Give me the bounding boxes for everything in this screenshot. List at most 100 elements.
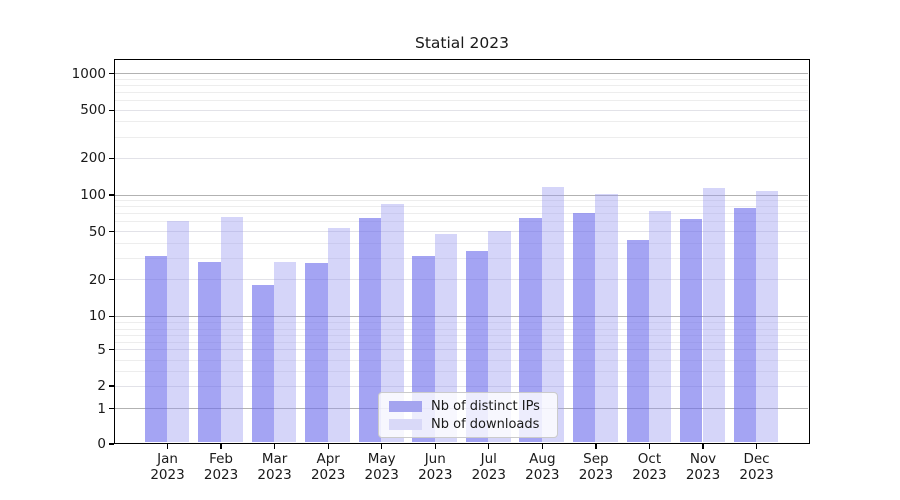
x-tick-label: Jul 2023 bbox=[444, 451, 534, 483]
gridline bbox=[115, 279, 808, 281]
legend-label: Nb of distinct IPs bbox=[431, 398, 540, 414]
gridline-major bbox=[115, 315, 808, 317]
bar-downloads bbox=[702, 187, 725, 442]
x-tick-year: 2023 bbox=[632, 467, 667, 483]
bar-distinct-ips bbox=[358, 218, 382, 442]
gridline-minor bbox=[115, 213, 808, 215]
gridline-minor bbox=[115, 200, 808, 202]
x-tick-label: Jun 2023 bbox=[390, 451, 480, 483]
x-tick-year: 2023 bbox=[203, 467, 239, 483]
bar-distinct-ips bbox=[626, 240, 649, 442]
x-tick-year: 2023 bbox=[525, 467, 560, 483]
gridline bbox=[115, 385, 808, 387]
bar-distinct-ips bbox=[733, 208, 757, 442]
x-tick-month: May bbox=[367, 451, 396, 467]
legend-label: Nb of downloads bbox=[431, 416, 540, 432]
gridline-minor bbox=[115, 242, 808, 244]
bar-downloads bbox=[381, 204, 404, 442]
x-tick-mark bbox=[702, 444, 704, 449]
y-tick-mark bbox=[109, 315, 114, 317]
x-tick-month: Jun bbox=[424, 451, 446, 467]
y-tick-label: 500 bbox=[80, 102, 106, 119]
gridline bbox=[115, 157, 808, 159]
bar-downloads bbox=[274, 261, 297, 442]
x-tick-mark bbox=[166, 444, 169, 449]
y-tick-mark bbox=[109, 230, 114, 233]
x-tick-month: Jan bbox=[157, 451, 178, 467]
bar-distinct-ips bbox=[198, 261, 221, 442]
x-tick-month: Nov bbox=[689, 451, 717, 467]
x-tick-year: 2023 bbox=[364, 467, 399, 483]
y-tick-label: 100 bbox=[80, 187, 106, 203]
y-tick-mark bbox=[109, 109, 114, 111]
legend-item: Nb of distinct IPs bbox=[389, 399, 547, 414]
x-tick-month: Dec bbox=[743, 451, 770, 467]
gridline-minor bbox=[115, 335, 808, 336]
gridline-minor bbox=[115, 91, 808, 93]
gridline bbox=[115, 231, 808, 232]
x-tick-label: Aug 2023 bbox=[497, 451, 587, 483]
bar-distinct-ips bbox=[251, 284, 275, 442]
y-tick-label: 5 bbox=[97, 341, 106, 358]
gridline-minor bbox=[115, 121, 808, 123]
bar-downloads bbox=[488, 231, 511, 442]
y-tick-mark bbox=[109, 157, 114, 160]
x-tick-label: Mar 2023 bbox=[230, 451, 320, 483]
x-tick-year: 2023 bbox=[257, 467, 292, 483]
bar-downloads bbox=[220, 217, 243, 442]
x-tick-label: Jan 2023 bbox=[123, 451, 213, 483]
x-tick-year: 2023 bbox=[685, 467, 721, 483]
y-tick-label: 20 bbox=[88, 271, 106, 288]
x-tick-mark bbox=[274, 444, 276, 449]
x-tick-label: Nov 2023 bbox=[658, 451, 748, 483]
y-tick-mark bbox=[109, 73, 114, 75]
bar-downloads bbox=[327, 227, 351, 442]
x-tick-label: Oct 2023 bbox=[604, 451, 694, 483]
x-tick-mark bbox=[327, 444, 329, 449]
legend-swatch-downloads bbox=[389, 418, 422, 430]
chart-title: Statial 2023 bbox=[415, 34, 509, 52]
y-tick-mark bbox=[109, 407, 114, 410]
y-tick-label: 1 bbox=[97, 400, 106, 417]
legend: Nb of distinct IPs Nb of downloads bbox=[378, 392, 558, 438]
y-tick-label: 200 bbox=[80, 150, 106, 167]
x-tick-mark bbox=[434, 444, 436, 449]
x-tick-year: 2023 bbox=[739, 467, 774, 483]
gridline-minor bbox=[115, 78, 808, 80]
x-tick-label: Dec 2023 bbox=[712, 451, 802, 483]
legend-swatch-distinct-ips bbox=[389, 400, 422, 412]
x-tick-month: Apr bbox=[316, 451, 340, 467]
x-tick-month: Jul bbox=[480, 451, 497, 467]
x-tick-year: 2023 bbox=[578, 467, 614, 483]
y-tick-label: 50 bbox=[88, 223, 106, 240]
x-tick-mark bbox=[541, 444, 544, 449]
y-tick-label: 2 bbox=[97, 378, 106, 394]
x-tick-year: 2023 bbox=[150, 467, 185, 483]
gridline-minor bbox=[115, 359, 808, 361]
bar-downloads bbox=[648, 211, 672, 442]
y-tick-mark bbox=[109, 194, 114, 196]
gridline-minor bbox=[115, 322, 808, 323]
bar-downloads bbox=[595, 193, 618, 442]
gridline-minor bbox=[115, 221, 808, 223]
x-tick-month: Feb bbox=[209, 451, 233, 467]
y-tick-mark bbox=[109, 443, 114, 445]
gridline-major bbox=[115, 73, 808, 75]
gridline-minor bbox=[115, 257, 808, 259]
gridline-minor bbox=[115, 206, 808, 208]
bar-downloads bbox=[541, 186, 565, 442]
y-tick-mark bbox=[109, 279, 114, 281]
gridline-major bbox=[115, 194, 808, 196]
gridline-minor bbox=[115, 136, 808, 138]
x-tick-mark bbox=[595, 444, 597, 449]
x-tick-mark bbox=[648, 444, 651, 449]
gridline-minor bbox=[115, 370, 808, 372]
x-tick-month: Sep bbox=[583, 451, 609, 467]
y-tick-mark bbox=[109, 385, 114, 387]
y-tick-label: 10 bbox=[88, 308, 106, 325]
x-tick-mark bbox=[488, 444, 490, 449]
gridline-minor bbox=[115, 328, 808, 330]
y-tick-label: 0 bbox=[97, 436, 106, 452]
gridline-minor bbox=[115, 342, 808, 343]
